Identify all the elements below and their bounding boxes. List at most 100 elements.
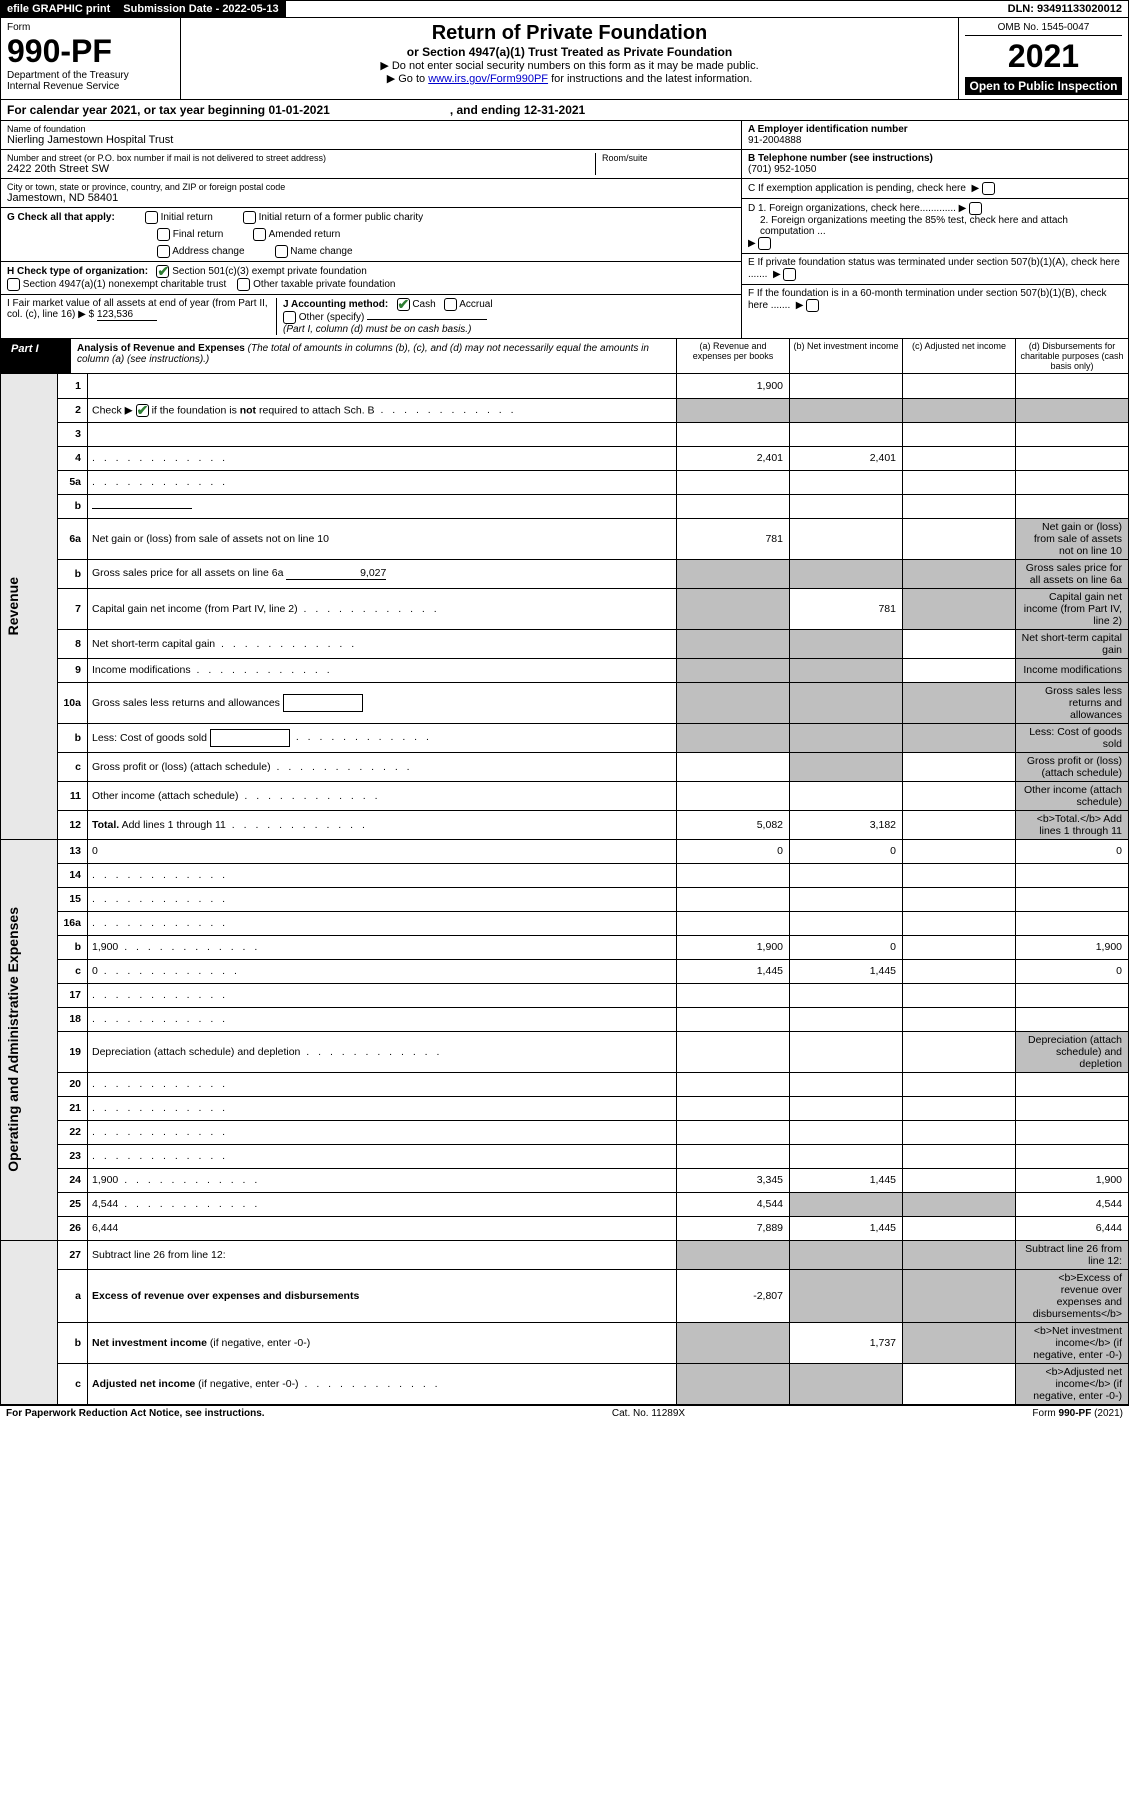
table-row: Revenue11,900 bbox=[1, 374, 1129, 398]
amended-return-checkbox[interactable] bbox=[253, 228, 266, 241]
tel-value: (701) 952-1050 bbox=[748, 164, 816, 175]
table-row: b bbox=[1, 494, 1129, 518]
table-row: 18 bbox=[1, 1007, 1129, 1031]
table-row: 10aGross sales less returns and allowanc… bbox=[1, 682, 1129, 723]
omb-number: OMB No. 1545-0047 bbox=[965, 22, 1122, 36]
d1-label: D 1. Foreign organizations, check here..… bbox=[748, 203, 956, 214]
name-label: Name of foundation bbox=[7, 124, 735, 134]
final-return-checkbox[interactable] bbox=[157, 228, 170, 241]
table-row: 20 bbox=[1, 1072, 1129, 1096]
ein-label: A Employer identification number bbox=[748, 124, 908, 135]
table-row: bLess: Cost of goods sold Less: Cost of … bbox=[1, 723, 1129, 752]
fmv-value: 123,536 bbox=[97, 309, 157, 321]
table-row: 16a bbox=[1, 911, 1129, 935]
form-number: 990-PF bbox=[7, 33, 174, 70]
col-b-header: (b) Net investment income bbox=[789, 339, 902, 373]
col-a-header: (a) Revenue and expenses per books bbox=[676, 339, 789, 373]
form-label: Form bbox=[7, 22, 174, 33]
submission-date: Submission Date - 2022-05-13 bbox=[117, 1, 285, 17]
other-method-checkbox[interactable] bbox=[283, 311, 296, 324]
table-row: 21 bbox=[1, 1096, 1129, 1120]
table-row: bNet investment income (if negative, ent… bbox=[1, 1322, 1129, 1363]
paperwork-notice: For Paperwork Reduction Act Notice, see … bbox=[6, 1408, 265, 1419]
cat-number: Cat. No. 11289X bbox=[612, 1408, 685, 1419]
table-row: cGross profit or (loss) (attach schedule… bbox=[1, 752, 1129, 781]
col-d-header: (d) Disbursements for charitable purpose… bbox=[1015, 339, 1128, 373]
calendar-year-row: For calendar year 2021, or tax year begi… bbox=[0, 100, 1129, 121]
table-row: 22 bbox=[1, 1120, 1129, 1144]
table-row: 241,9003,3451,4451,900 bbox=[1, 1168, 1129, 1192]
table-row: 7Capital gain net income (from Part IV, … bbox=[1, 588, 1129, 629]
efile-print[interactable]: efile GRAPHIC print bbox=[1, 1, 117, 17]
info-section: Name of foundation Nierling Jamestown Ho… bbox=[0, 121, 1129, 339]
form-ref: Form 990-PF (2021) bbox=[1032, 1408, 1123, 1419]
501c3-checkbox[interactable] bbox=[156, 265, 169, 278]
foundation-name: Nierling Jamestown Hospital Trust bbox=[7, 134, 735, 146]
instr-ssn: ▶ Do not enter social security numbers o… bbox=[187, 59, 952, 72]
table-row: 3 bbox=[1, 422, 1129, 446]
street-address: 2422 20th Street SW bbox=[7, 163, 595, 175]
table-row: 254,5444,5444,544 bbox=[1, 1192, 1129, 1216]
part1-title: Analysis of Revenue and Expenses bbox=[77, 343, 245, 354]
form-subtitle: or Section 4947(a)(1) Trust Treated as P… bbox=[187, 45, 952, 59]
g-label: G Check all that apply: bbox=[7, 212, 115, 223]
c-checkbox[interactable] bbox=[982, 182, 995, 195]
table-row: 27Subtract line 26 from line 12:Subtract… bbox=[1, 1240, 1129, 1269]
j-label: J Accounting method: bbox=[283, 299, 388, 310]
page-footer: For Paperwork Reduction Act Notice, see … bbox=[0, 1405, 1129, 1421]
table-row: 14 bbox=[1, 863, 1129, 887]
expenses-side-label: Operating and Administrative Expenses bbox=[5, 907, 21, 1172]
table-row: 6aNet gain or (loss) from sale of assets… bbox=[1, 518, 1129, 559]
form-header: Form 990-PF Department of the Treasury I… bbox=[0, 18, 1129, 100]
c-label: C If exemption application is pending, c… bbox=[748, 183, 966, 194]
cash-checkbox[interactable] bbox=[397, 298, 410, 311]
sch-b-checkbox[interactable] bbox=[136, 404, 149, 417]
open-inspection: Open to Public Inspection bbox=[965, 77, 1122, 95]
e-label: E If private foundation status was termi… bbox=[748, 257, 1120, 280]
col-c-header: (c) Adjusted net income bbox=[902, 339, 1015, 373]
table-row: 15 bbox=[1, 887, 1129, 911]
accrual-checkbox[interactable] bbox=[444, 298, 457, 311]
table-row: 11Other income (attach schedule)Other in… bbox=[1, 781, 1129, 810]
table-row: b1,9001,90001,900 bbox=[1, 935, 1129, 959]
form-title: Return of Private Foundation bbox=[187, 22, 952, 45]
dept-treasury: Department of the Treasury bbox=[7, 70, 174, 81]
4947-checkbox[interactable] bbox=[7, 278, 20, 291]
f-checkbox[interactable] bbox=[806, 299, 819, 312]
topbar: efile GRAPHIC print Submission Date - 20… bbox=[0, 0, 1129, 18]
room-label: Room/suite bbox=[602, 153, 735, 163]
part1-table: Revenue11,9002Check ▶ if the foundation … bbox=[0, 374, 1129, 1405]
other-taxable-checkbox[interactable] bbox=[237, 278, 250, 291]
table-row: 9Income modificationsIncome modification… bbox=[1, 658, 1129, 682]
instr-link-row: ▶ Go to www.irs.gov/Form990PF for instru… bbox=[187, 72, 952, 85]
e-checkbox[interactable] bbox=[783, 268, 796, 281]
table-row: cAdjusted net income (if negative, enter… bbox=[1, 1363, 1129, 1404]
table-row: c01,4451,4450 bbox=[1, 959, 1129, 983]
table-row: bGross sales price for all assets on lin… bbox=[1, 559, 1129, 588]
name-change-checkbox[interactable] bbox=[275, 245, 288, 258]
table-row: Operating and Administrative Expenses130… bbox=[1, 839, 1129, 863]
table-row: 42,4012,401 bbox=[1, 446, 1129, 470]
table-row: 5a bbox=[1, 470, 1129, 494]
d2-checkbox[interactable] bbox=[758, 237, 771, 250]
table-row: 266,4447,8891,4456,444 bbox=[1, 1216, 1129, 1240]
initial-return-checkbox[interactable] bbox=[145, 211, 158, 224]
d2-label: 2. Foreign organizations meeting the 85%… bbox=[748, 215, 1122, 237]
d1-checkbox[interactable] bbox=[969, 202, 982, 215]
dln: DLN: 93491133020012 bbox=[1002, 1, 1128, 17]
addr-label: Number and street (or P.O. box number if… bbox=[7, 153, 595, 163]
j-note: (Part I, column (d) must be on cash basi… bbox=[283, 324, 471, 335]
table-row: 19Depreciation (attach schedule) and dep… bbox=[1, 1031, 1129, 1072]
table-row: 8Net short-term capital gainNet short-te… bbox=[1, 629, 1129, 658]
table-row: 23 bbox=[1, 1144, 1129, 1168]
initial-former-checkbox[interactable] bbox=[243, 211, 256, 224]
address-change-checkbox[interactable] bbox=[157, 245, 170, 258]
table-row: aExcess of revenue over expenses and dis… bbox=[1, 1269, 1129, 1322]
tel-label: B Telephone number (see instructions) bbox=[748, 153, 933, 164]
form990pf-link[interactable]: www.irs.gov/Form990PF bbox=[428, 73, 548, 85]
city-state-zip: Jamestown, ND 58401 bbox=[7, 192, 735, 204]
part1-header: Part I Analysis of Revenue and Expenses … bbox=[0, 339, 1129, 374]
h-label: H Check type of organization: bbox=[7, 266, 148, 277]
table-row: 17 bbox=[1, 983, 1129, 1007]
part1-label: Part I bbox=[1, 339, 71, 373]
